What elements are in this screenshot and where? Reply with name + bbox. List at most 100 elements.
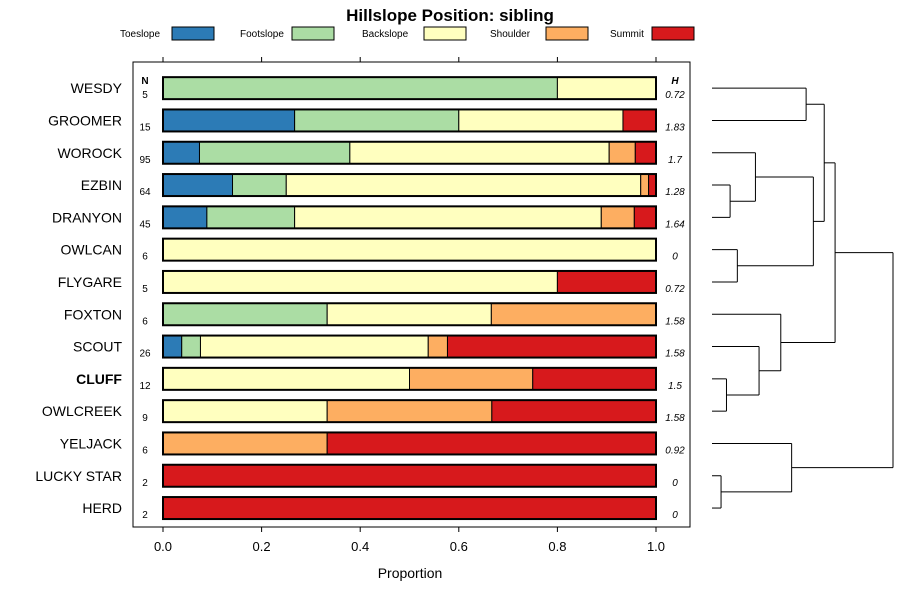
- bar-segment-summit: [326, 431, 657, 455]
- bar-segment-backslope: [458, 108, 624, 132]
- bar-segment-backslope: [199, 335, 429, 359]
- row-label-ezbin: EZBIN: [81, 177, 122, 193]
- bar-segment-backslope: [162, 270, 558, 294]
- row-labels: WESDY GROOMER WOROCK EZBIN DRANYON OWLCAN FLYG…: [35, 80, 122, 516]
- bar-segment-footslope: [294, 108, 460, 132]
- bar-segment-summit: [491, 399, 657, 423]
- h-value: 1.58: [665, 413, 685, 424]
- h-value: 0.92: [665, 445, 685, 456]
- bar-segment-footslope: [162, 302, 328, 326]
- dendrogram: [712, 87, 894, 509]
- bar-segment-toeslope: [162, 205, 208, 229]
- h-value: 0.72: [665, 90, 685, 101]
- legend-label-shoulder: Shoulder: [490, 29, 531, 40]
- bar-segment-shoulder: [409, 367, 534, 391]
- bar-segment-backslope: [162, 399, 328, 423]
- n-value: 64: [139, 187, 151, 198]
- bar-segment-shoulder: [427, 335, 448, 359]
- chart-title: Hillslope Position: sibling: [346, 6, 554, 25]
- bar-segment-footslope: [232, 173, 287, 197]
- bar-segment-summit: [162, 464, 657, 488]
- bar-segment-backslope: [326, 302, 492, 326]
- n-value: 5: [142, 90, 148, 101]
- row-label-scout: SCOUT: [73, 339, 122, 355]
- row-label-cluff: CLUFF: [76, 371, 122, 387]
- h-value: 1.28: [665, 187, 685, 198]
- bar-segment-footslope: [181, 335, 201, 359]
- bar-outline: [162, 269, 657, 294]
- n-value: 6: [142, 316, 148, 327]
- bar-outline: [162, 173, 657, 198]
- row-label-herd: HERD: [82, 500, 122, 516]
- bar-segment-summit: [532, 367, 657, 391]
- x-tick-label: 0.0: [154, 539, 172, 554]
- bar-outline: [162, 366, 657, 391]
- bar-outline: [162, 205, 657, 230]
- bar-segment-summit: [556, 270, 657, 294]
- h-value: 0: [672, 510, 678, 521]
- bar-outline: [162, 431, 657, 456]
- row-label-flygare: FLYGARE: [58, 274, 122, 290]
- n-value: 9: [142, 413, 148, 424]
- bar-segment-toeslope: [162, 173, 234, 197]
- bar-outline: [162, 302, 657, 327]
- x-axis-title: Proportion: [378, 565, 443, 581]
- n-value: 2: [142, 478, 148, 489]
- h-value: 1.58: [665, 349, 685, 360]
- bar-segment-shoulder: [490, 302, 657, 326]
- bar-segment-footslope: [206, 205, 296, 229]
- legend-label-footslope: Footslope: [240, 29, 284, 40]
- n-value: 12: [139, 381, 151, 392]
- row-label-owlcan: OWLCAN: [61, 242, 122, 258]
- bar-segment-toeslope: [162, 335, 183, 359]
- h-value: 0.72: [665, 284, 685, 295]
- legend-swatch-footslope: [291, 26, 335, 41]
- x-tick-label: 0.4: [351, 539, 369, 554]
- bar-segment-footslope: [162, 76, 558, 100]
- h-value: 1.83: [665, 122, 685, 133]
- row-label-foxton: FOXTON: [64, 306, 122, 322]
- bar-outline: [162, 108, 657, 133]
- x-tick-label: 0.6: [450, 539, 468, 554]
- bar-segment-footslope: [198, 141, 351, 165]
- bar-segment-backslope: [556, 76, 657, 100]
- legend: Toeslope Footslope Backslope Shoulder Summit: [120, 26, 695, 41]
- h-value: 1.64: [665, 219, 685, 230]
- bar-segment-summit: [648, 173, 657, 197]
- x-tick-label: 0.8: [548, 539, 566, 554]
- bar-segment-summit: [162, 496, 657, 520]
- n-value: 5: [142, 284, 148, 295]
- x-axis: 0.0 0.2 0.4 0.6 0.8 1.0: [154, 57, 665, 554]
- row-label-lucky-star: LUCKY STAR: [35, 468, 122, 484]
- bar-outline: [162, 399, 657, 424]
- bar-outline: [162, 334, 657, 359]
- plot-frame: [132, 61, 691, 528]
- row-label-wesdy: WESDY: [71, 80, 123, 96]
- legend-swatch-shoulder: [545, 26, 589, 41]
- bar-segment-shoulder: [600, 205, 635, 229]
- plot-area: N H 5 0.72 15 1.83 95 1.7 64 1.28 45 1.64 6 0 5 0.72 6 1.…: [132, 61, 691, 528]
- bar-outline: [162, 140, 657, 165]
- x-tick-label: 1.0: [647, 539, 665, 554]
- n-value: 95: [139, 155, 151, 166]
- bar-segment-summit: [634, 141, 657, 165]
- h-value: 1.5: [668, 381, 682, 392]
- legend-label-toeslope: Toeslope: [120, 29, 160, 40]
- bar-segment-backslope: [349, 141, 610, 165]
- n-value: 6: [142, 252, 148, 263]
- row-label-owlcreek: OWLCREEK: [42, 403, 123, 419]
- row-label-worock: WOROCK: [57, 145, 122, 161]
- row-label-dranyon: DRANYON: [52, 209, 122, 225]
- bar-segment-backslope: [162, 238, 657, 262]
- bar-segment-shoulder: [608, 141, 636, 165]
- h-header: H: [671, 76, 679, 87]
- bar-segment-backslope: [285, 173, 642, 197]
- bar-outline: [162, 237, 657, 262]
- legend-swatch-summit: [651, 26, 695, 41]
- x-tick-label: 0.2: [253, 539, 271, 554]
- n-header: N: [141, 76, 148, 87]
- bar-outline: [162, 463, 657, 488]
- legend-swatch-backslope: [423, 26, 467, 41]
